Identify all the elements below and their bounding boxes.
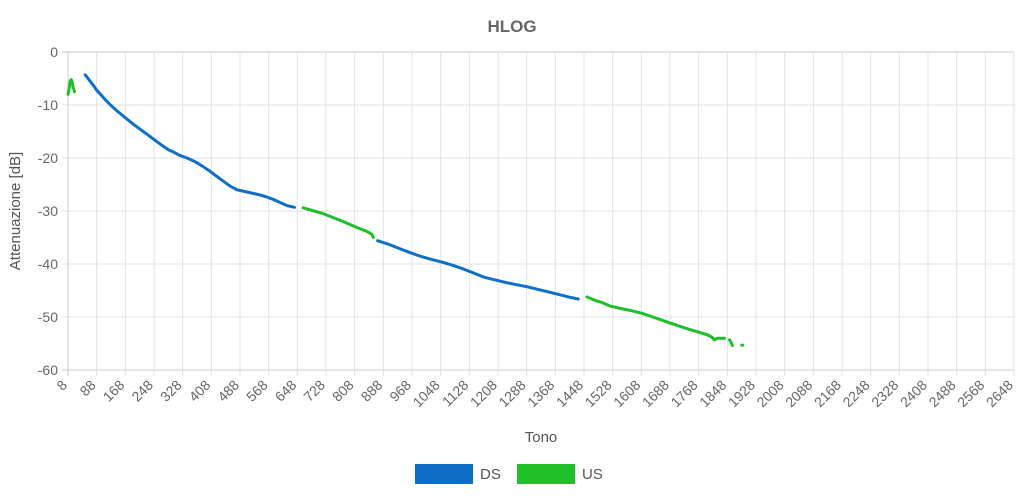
x-axis-ticks: 8 88 168 248 328 408 488 568 648 728 808 888 9681048… (53, 377, 1016, 410)
x-tick-label: 1608 (610, 377, 643, 410)
legend-item-us[interactable]: US (517, 464, 603, 484)
y-axis-ticks: 0 -10 -20 -30 -40 -50 -60 (38, 44, 58, 378)
x-axis-label: Tono (525, 429, 558, 446)
legend-swatch (415, 464, 473, 484)
x-tick-label: 648 (272, 377, 300, 405)
series-ds (83, 73, 580, 301)
x-tick-label: 2168 (811, 377, 844, 410)
legend-label: US (582, 466, 603, 483)
x-tick-label: 408 (186, 377, 214, 405)
x-tick-label: 328 (157, 377, 185, 405)
x-tick-label: 728 (300, 377, 328, 405)
series-line-segment (66, 78, 76, 96)
y-axis-label: Attenuazione [dB] (7, 152, 24, 270)
x-tick-label: 2648 (983, 377, 1016, 410)
x-tick-label: 1928 (725, 377, 758, 410)
x-tick-label: 2488 (925, 377, 958, 410)
x-tick-label: 1448 (553, 377, 586, 410)
legend-item-ds[interactable]: DS (415, 464, 501, 484)
x-tick-label: 1848 (696, 377, 729, 410)
x-tick-label: 888 (358, 377, 386, 405)
y-tick-label: -10 (38, 97, 58, 113)
x-tick-label: 1048 (409, 377, 442, 410)
series-line-segment (728, 338, 734, 348)
x-tick-label: 1128 (439, 377, 472, 410)
series-lines (66, 73, 745, 348)
y-tick-label: -20 (38, 150, 58, 166)
x-tick-label: 1528 (581, 377, 614, 410)
x-tick-label: 2568 (954, 377, 987, 410)
x-tick-label: 8 (53, 377, 70, 394)
y-tick-label: -60 (38, 362, 58, 378)
x-tick-label: 1768 (667, 377, 700, 410)
legend-swatch (517, 464, 575, 484)
x-tick-label: 2328 (868, 377, 901, 410)
x-tick-label: 1688 (639, 377, 672, 410)
chart-title: HLOG (487, 17, 536, 36)
x-tick-label: 2408 (897, 377, 930, 410)
series-us (66, 78, 745, 348)
x-tick-label: 1368 (524, 377, 557, 410)
x-tick-label: 248 (128, 377, 156, 405)
x-tick-label: 808 (329, 377, 357, 405)
x-tick-label: 2248 (839, 377, 872, 410)
x-tick-label: 168 (100, 377, 128, 405)
y-tick-label: -50 (38, 309, 58, 325)
series-line-segment (301, 206, 375, 239)
x-tick-label: 88 (76, 377, 98, 399)
x-tick-label: 2088 (782, 377, 815, 410)
x-tick-label: 488 (214, 377, 242, 405)
y-tick-label: -40 (38, 256, 58, 272)
legend-label: DS (480, 466, 501, 483)
series-line-segment (83, 73, 296, 209)
series-line-segment (585, 295, 726, 342)
y-tick-label: 0 (50, 44, 58, 60)
x-tick-label: 1288 (495, 377, 528, 410)
x-tick-label: 568 (243, 377, 271, 405)
y-tick-label: -30 (38, 203, 58, 219)
series-line-segment (376, 239, 580, 301)
x-tick-label: 1208 (467, 377, 500, 410)
grid (62, 51, 1015, 376)
x-tick-label: 2008 (753, 377, 786, 410)
legend[interactable]: DS US (415, 464, 603, 484)
